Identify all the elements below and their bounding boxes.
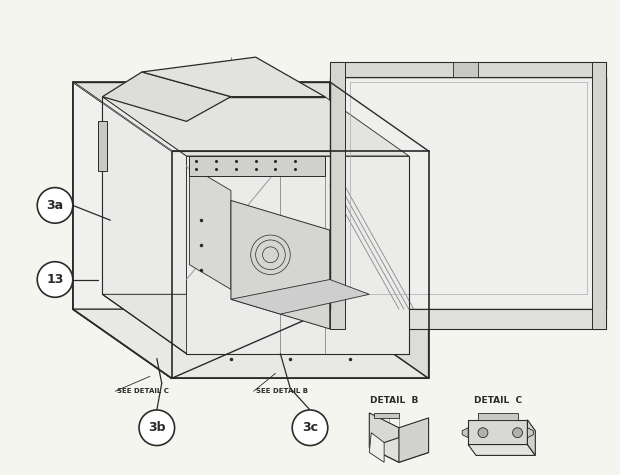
Text: eReplacementParts.com: eReplacementParts.com (192, 242, 379, 257)
Circle shape (478, 428, 488, 437)
Circle shape (292, 410, 328, 446)
Polygon shape (330, 77, 606, 309)
Polygon shape (591, 62, 606, 329)
Polygon shape (370, 437, 428, 462)
Polygon shape (528, 420, 535, 456)
Polygon shape (370, 433, 384, 462)
Polygon shape (190, 156, 325, 176)
Polygon shape (73, 82, 172, 378)
Text: DETAIL  C: DETAIL C (474, 396, 522, 405)
Polygon shape (374, 413, 399, 418)
Polygon shape (142, 57, 325, 97)
Polygon shape (468, 445, 535, 456)
Polygon shape (370, 413, 399, 462)
Polygon shape (399, 418, 428, 462)
Polygon shape (528, 428, 533, 437)
Circle shape (139, 410, 175, 446)
Polygon shape (231, 279, 370, 314)
Polygon shape (462, 428, 468, 437)
Text: SEE DETAIL B: SEE DETAIL B (255, 388, 308, 394)
Polygon shape (468, 420, 528, 445)
Circle shape (513, 428, 523, 437)
Polygon shape (102, 97, 409, 156)
Polygon shape (330, 62, 345, 329)
Polygon shape (330, 309, 606, 329)
Polygon shape (73, 309, 428, 378)
Polygon shape (102, 294, 409, 353)
Circle shape (37, 188, 73, 223)
Polygon shape (330, 82, 428, 378)
Polygon shape (102, 97, 187, 353)
Text: 13: 13 (46, 273, 64, 286)
Polygon shape (453, 62, 478, 77)
Polygon shape (231, 200, 330, 329)
Polygon shape (190, 166, 231, 289)
Polygon shape (73, 82, 428, 151)
Polygon shape (330, 62, 606, 77)
Polygon shape (187, 156, 409, 353)
Polygon shape (97, 122, 107, 171)
Polygon shape (102, 72, 231, 122)
Circle shape (37, 262, 73, 297)
Text: SEE DETAIL C: SEE DETAIL C (117, 388, 169, 394)
Text: 3c: 3c (302, 421, 318, 434)
Text: 3b: 3b (148, 421, 166, 434)
Text: 3a: 3a (46, 199, 64, 212)
Text: DETAIL  B: DETAIL B (370, 396, 418, 405)
Polygon shape (478, 413, 518, 420)
